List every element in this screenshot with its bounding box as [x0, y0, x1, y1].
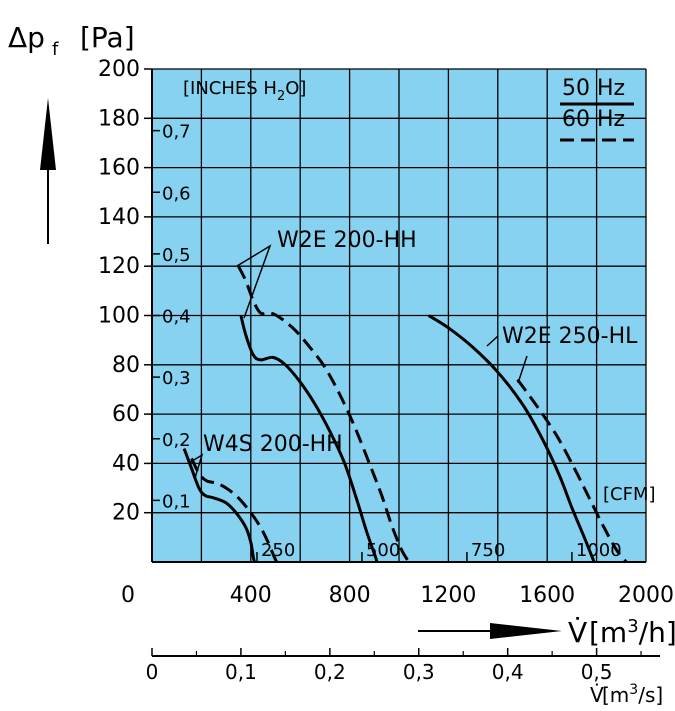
cfm-tick-label: 500 — [366, 540, 400, 561]
y-axis-unit: [Pa] — [80, 21, 135, 54]
y-axis-symbol: Δp — [8, 21, 45, 54]
inches-tick-label: 0,1 — [162, 491, 191, 512]
inches-tick-label: 0,2 — [162, 430, 191, 451]
x-tick-labels: 0 400 800 1200 1600 2000 — [121, 583, 674, 608]
grid — [151, 68, 647, 563]
cfm-label: [CFM] — [603, 484, 656, 505]
curve-w4s-200-hh-60hz — [190, 457, 279, 563]
x-tick-label: 0 — [121, 583, 135, 608]
curve-w2e-250-hl-60hz — [516, 378, 628, 563]
y-axis-arrow — [40, 98, 56, 244]
annotation-w2e-200-hh: W2E 200-HH — [236, 228, 417, 319]
x2-axis-title: V̇ [m3/s] — [590, 682, 663, 707]
svg-text:W2E 250-HL: W2E 250-HL — [502, 324, 638, 349]
y-tick-label: 160 — [98, 156, 140, 181]
x-tick-label: 1600 — [519, 583, 575, 608]
y-tick-labels: 20 40 60 80 100 120 140 160 180 200 — [98, 57, 152, 526]
y-tick-label: 140 — [98, 205, 140, 230]
curve-w2e-250-hl-50hz — [427, 314, 596, 563]
x2-tick-label: 0 — [146, 660, 159, 684]
y-axis-title: Δp f [Pa] — [8, 21, 135, 60]
y-tick-label: 20 — [112, 501, 140, 526]
x-tick-label: 400 — [230, 583, 272, 608]
x-tick-label: 1200 — [420, 583, 476, 608]
cfm-tick-label: 250 — [261, 540, 295, 561]
x-axis-symbol: V̇ — [568, 616, 587, 649]
x-axis-title: V̇ [m3/h] — [418, 616, 675, 649]
legend-label-50hz: 50 Hz — [562, 76, 625, 101]
cfm-scale: 250 500 750 1000 — [256, 540, 622, 562]
y-tick-label: 40 — [112, 451, 140, 476]
y-tick-label: 120 — [98, 254, 140, 279]
y-tick-label: 100 — [98, 304, 140, 329]
annotation-w4s-200-hh: W4S 200-HH — [188, 432, 343, 479]
inches-scale: 0,1 0,2 0,3 0,4 0,5 0,6 0,7 — [152, 122, 191, 512]
x2-axis-symbol: V̇ — [590, 683, 604, 707]
inches-tick-label: 0,5 — [162, 245, 191, 266]
x2-axis-unit: [m3/s] — [602, 682, 663, 707]
x-axis-unit: [m3/h] — [589, 616, 675, 649]
inches-tick-label: 0,3 — [162, 368, 191, 389]
legend-label-60hz: 60 Hz — [562, 107, 625, 132]
svg-text:W2E 200-HH: W2E 200-HH — [277, 228, 417, 253]
x2-tick-labels: 0 0,1 0,2 0,3 0,4 0,5 — [146, 648, 642, 684]
svg-text:W4S 200-HH: W4S 200-HH — [203, 432, 343, 457]
annotation-w2e-250-hl: W2E 250-HL — [486, 324, 638, 384]
x2-tick-label: 0,4 — [492, 660, 524, 684]
legend: 50 Hz 60 Hz — [560, 76, 634, 142]
curve-w2e-200-hh-50hz — [239, 315, 379, 563]
x2-tick-label: 0,2 — [314, 660, 346, 684]
x2-tick-label: 0,5 — [581, 660, 613, 684]
y-tick-label: 80 — [112, 353, 140, 378]
inches-tick-label: 0,7 — [162, 122, 191, 143]
y-tick-label: 60 — [112, 402, 140, 427]
inches-tick-label: 0,6 — [162, 183, 191, 204]
inches-tick-label: 0,4 — [162, 307, 191, 328]
curve-w4s-200-hh-50hz — [182, 448, 256, 563]
cfm-tick-label: 750 — [471, 540, 505, 561]
x2-tick-label: 0,3 — [403, 660, 435, 684]
cfm-tick-label: 1000 — [576, 540, 622, 561]
x-tick-label: 2000 — [618, 583, 674, 608]
y-tick-label: 180 — [98, 106, 140, 131]
x2-tick-label: 0,1 — [225, 660, 257, 684]
curves — [182, 265, 628, 563]
x-tick-label: 800 — [329, 583, 371, 608]
y-axis-subscript: f — [52, 39, 59, 60]
curve-w2e-200-hh-60hz — [237, 265, 411, 563]
inches-label: [INCHES H2O] — [183, 78, 306, 104]
y-tick-label: 200 — [98, 57, 140, 82]
